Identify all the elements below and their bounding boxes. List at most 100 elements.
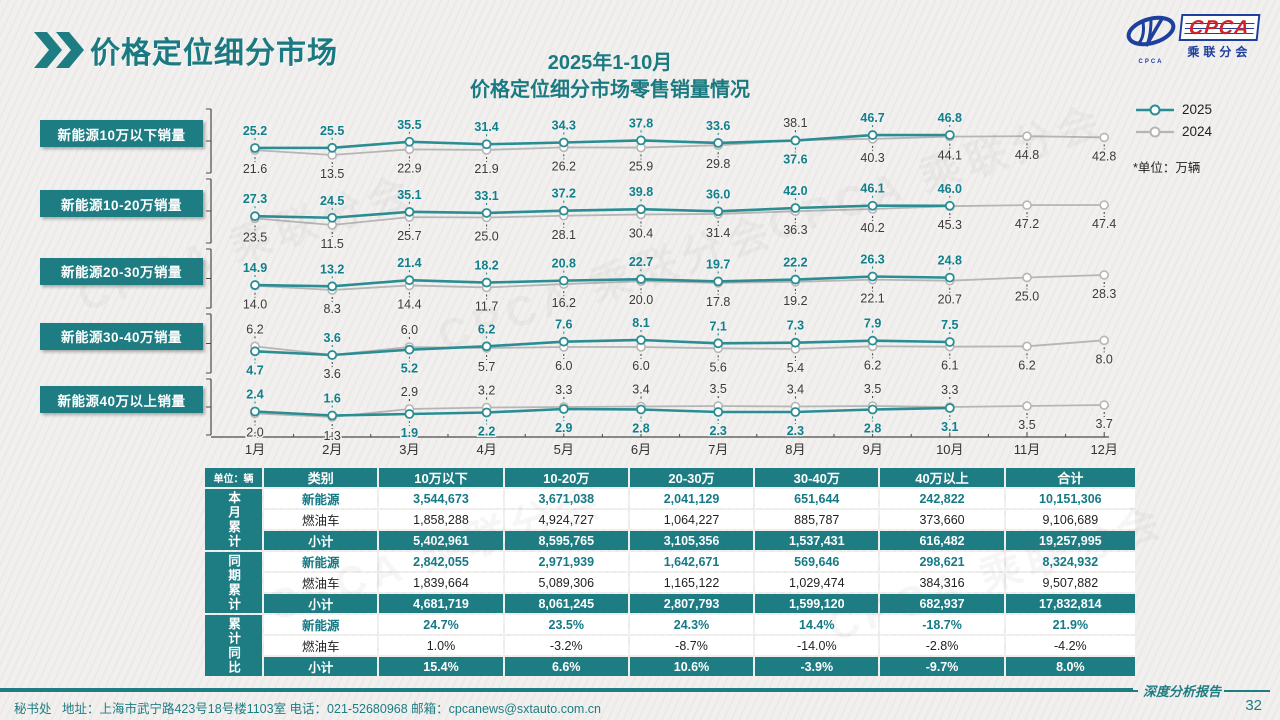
line-2025 — [254, 133, 950, 150]
point-2025 — [713, 206, 724, 217]
data-label: 21.6 — [243, 162, 267, 176]
table-cell: 21.9% — [1005, 615, 1135, 634]
point-2025 — [790, 407, 801, 417]
point-2025 — [636, 404, 646, 415]
panel-label-2: 新能源20-30万销量 — [40, 257, 203, 285]
data-label: 19.7 — [706, 257, 730, 271]
data-label: 44.8 — [1015, 148, 1039, 162]
point-2025 — [250, 211, 260, 222]
point-2025 — [481, 341, 492, 352]
table-cell: 5,089,306 — [504, 573, 628, 592]
x-tick-label: 2月 — [322, 442, 342, 457]
data-label: 8.1 — [632, 316, 649, 330]
data-label: 3.2 — [478, 384, 495, 398]
table-cell: 682,937 — [880, 594, 1004, 613]
cpca-logo-mark-caption: CPCA — [1138, 59, 1164, 65]
cpca-logo-box: CPCA — [1178, 14, 1261, 41]
point-2024 — [1022, 131, 1032, 142]
table-cell: 616,482 — [880, 531, 1004, 550]
data-label: 33.1 — [474, 189, 498, 203]
data-label: 42.8 — [1092, 149, 1116, 163]
table-header-row: 单位：辆 类别 10万以下 10-20万 20-30万 30-40万 40万以上 合计 — [205, 468, 1135, 487]
data-label: 22.9 — [397, 161, 421, 175]
table-cell: -9.7% — [880, 657, 1004, 676]
table-cell: 14.4% — [755, 615, 879, 634]
legend-marker-2024-icon — [1136, 126, 1174, 137]
point-2025 — [250, 143, 260, 153]
table-cell: 4,924,727 — [504, 510, 628, 529]
data-label: 47.2 — [1015, 217, 1039, 231]
data-label: 26.3 — [860, 253, 884, 267]
point-2025 — [558, 137, 569, 148]
data-label: 2.0 — [246, 426, 263, 440]
table-cell: 24.3% — [629, 615, 754, 634]
point-2025 — [790, 135, 801, 146]
data-label: 3.4 — [787, 383, 804, 397]
table-row: 小计 15.4% 6.6% 10.6% -3.9% -9.7% 8.0% — [205, 657, 1135, 676]
point-2025 — [944, 130, 955, 140]
point-2025 — [558, 404, 569, 414]
report-tag-line-left — [1094, 690, 1138, 692]
point-2025 — [404, 344, 415, 355]
point-2024 — [1099, 200, 1110, 210]
panel-label-0: 新能源10万以下销量 — [40, 120, 203, 147]
x-tick-label: 6月 — [631, 442, 651, 457]
data-label: 6.2 — [478, 322, 495, 336]
point-2025 — [636, 135, 646, 146]
table-cell: 1,165,122 — [629, 573, 754, 592]
chart-legend: 2025 2024 — [1136, 102, 1212, 146]
data-label: 27.3 — [243, 192, 267, 206]
panel-label-4: 新能源40万以上销量 — [40, 386, 203, 413]
data-label: 22.7 — [629, 255, 653, 269]
data-label: 13.2 — [320, 262, 344, 276]
table-cell: 1,599,120 — [755, 594, 879, 613]
point-2025 — [713, 138, 724, 148]
line-2025 — [254, 338, 950, 357]
data-label: 7.1 — [710, 319, 727, 333]
data-label: 25.5 — [320, 124, 344, 138]
table-cell: 3,671,038 — [504, 489, 628, 508]
table-cell: 1,029,474 — [755, 573, 879, 592]
point-2025 — [327, 212, 338, 223]
x-tick-label: 4月 — [476, 442, 496, 457]
data-label: 17.8 — [706, 295, 730, 309]
data-label: 36.0 — [706, 187, 730, 201]
data-label: 3.6 — [324, 367, 341, 381]
data-label: 6.0 — [401, 323, 418, 337]
data-label: 31.4 — [706, 226, 730, 240]
table-row: 小计 4,681,719 8,061,245 2,807,793 1,599,120 68… — [205, 594, 1135, 613]
data-label: 2.8 — [632, 422, 649, 436]
line-2025 — [254, 275, 950, 288]
chart-title: 2025年1-10月 价格定位细分市场零售销量情况 — [370, 50, 850, 104]
table-cell: 885,787 — [755, 510, 879, 529]
data-label: 6.1 — [941, 359, 958, 373]
point-2024 — [1099, 270, 1110, 280]
x-tick-label: 3月 — [399, 442, 419, 457]
row-label: 燃油车 — [264, 573, 378, 592]
line-2024 — [254, 135, 1105, 156]
data-label: 2.4 — [246, 388, 263, 402]
point-2025 — [636, 274, 646, 285]
report-tag: 深度分析报告 — [1143, 684, 1222, 699]
data-label: 35.1 — [397, 188, 421, 202]
data-label: 23.5 — [243, 230, 267, 244]
data-label: 20.8 — [552, 257, 576, 271]
table-cell: 10,151,306 — [1005, 489, 1135, 508]
data-label: 46.7 — [860, 111, 884, 125]
table-cell: 2,842,055 — [379, 552, 503, 571]
point-2025 — [327, 350, 338, 360]
table-cell: 2,807,793 — [629, 594, 754, 613]
point-2025 — [250, 346, 260, 357]
data-label: 2.2 — [478, 425, 495, 439]
table-cell: 5,402,961 — [379, 531, 503, 550]
unit-note: *单位：万辆 — [1133, 161, 1201, 175]
data-label: 38.1 — [783, 116, 807, 130]
table-row: 燃油车 1.0% -3.2% -8.7% -14.0% -2.8% -4.2% — [205, 636, 1135, 655]
page-number: 32 — [1245, 697, 1262, 714]
data-label: 42.0 — [783, 184, 807, 198]
data-label: 39.8 — [629, 185, 653, 199]
point-2024 — [1022, 272, 1032, 283]
data-label: 8.3 — [324, 302, 341, 316]
data-label: 6.0 — [632, 359, 649, 373]
data-label: 2.9 — [555, 421, 572, 435]
